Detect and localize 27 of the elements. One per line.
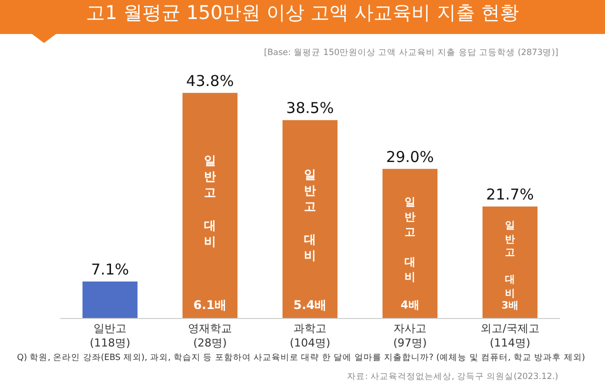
x-tick-label: 외고/국제고 (114명) bbox=[480, 322, 540, 350]
bar bbox=[82, 282, 138, 318]
text: 자료: 사교육걱정없는세상, 강득구 의원실(2023.12.) bbox=[347, 372, 558, 382]
text: 일반고 대비 bbox=[505, 220, 515, 299]
text: 일반고 대비 bbox=[204, 153, 216, 248]
x-tick-label: 과학고 (104명) bbox=[290, 322, 330, 350]
annotation: 4배 bbox=[400, 298, 420, 312]
data-label: 7.1% bbox=[90, 260, 130, 278]
x-tick-label: 영재학교 (28명) bbox=[188, 322, 232, 350]
annotation: 6.1배 bbox=[193, 298, 227, 313]
data-label: 29.0% bbox=[386, 148, 434, 166]
annotation: 3배 bbox=[502, 300, 518, 312]
text: 일반고 대비 bbox=[304, 168, 316, 262]
bar bbox=[182, 92, 238, 318]
data-label: 21.7% bbox=[486, 185, 534, 204]
text: 일반고 대비 bbox=[404, 196, 416, 284]
text: Q) 학원, 온라인 강좌(EBS 제외), 과외, 학습지 등 포함하여 사교육비로 대략 한 달에 얼마를 지출합니까? (예체능 및 컴퓨터, 학교 방과후 제외) bbox=[17, 353, 586, 363]
bar bbox=[282, 120, 338, 318]
chart-subtitle: [Base: 월평균 150만원이상 고액 사교육비 지출 응답 고등학생 (2873명)] bbox=[264, 48, 558, 58]
annotation: 5.4배 bbox=[293, 298, 327, 313]
x-tick-label: 자사고 (97명) bbox=[393, 322, 427, 350]
data-label: 38.5% bbox=[286, 99, 334, 118]
bar bbox=[382, 168, 438, 318]
data-label: 43.8% bbox=[186, 72, 234, 90]
bar bbox=[482, 206, 538, 318]
chart-title: 고1 월평균 150만원 이상 고액 사교육비 지출 현황 bbox=[86, 2, 519, 24]
x-tick-label: 일반고 (118명) bbox=[90, 322, 130, 350]
